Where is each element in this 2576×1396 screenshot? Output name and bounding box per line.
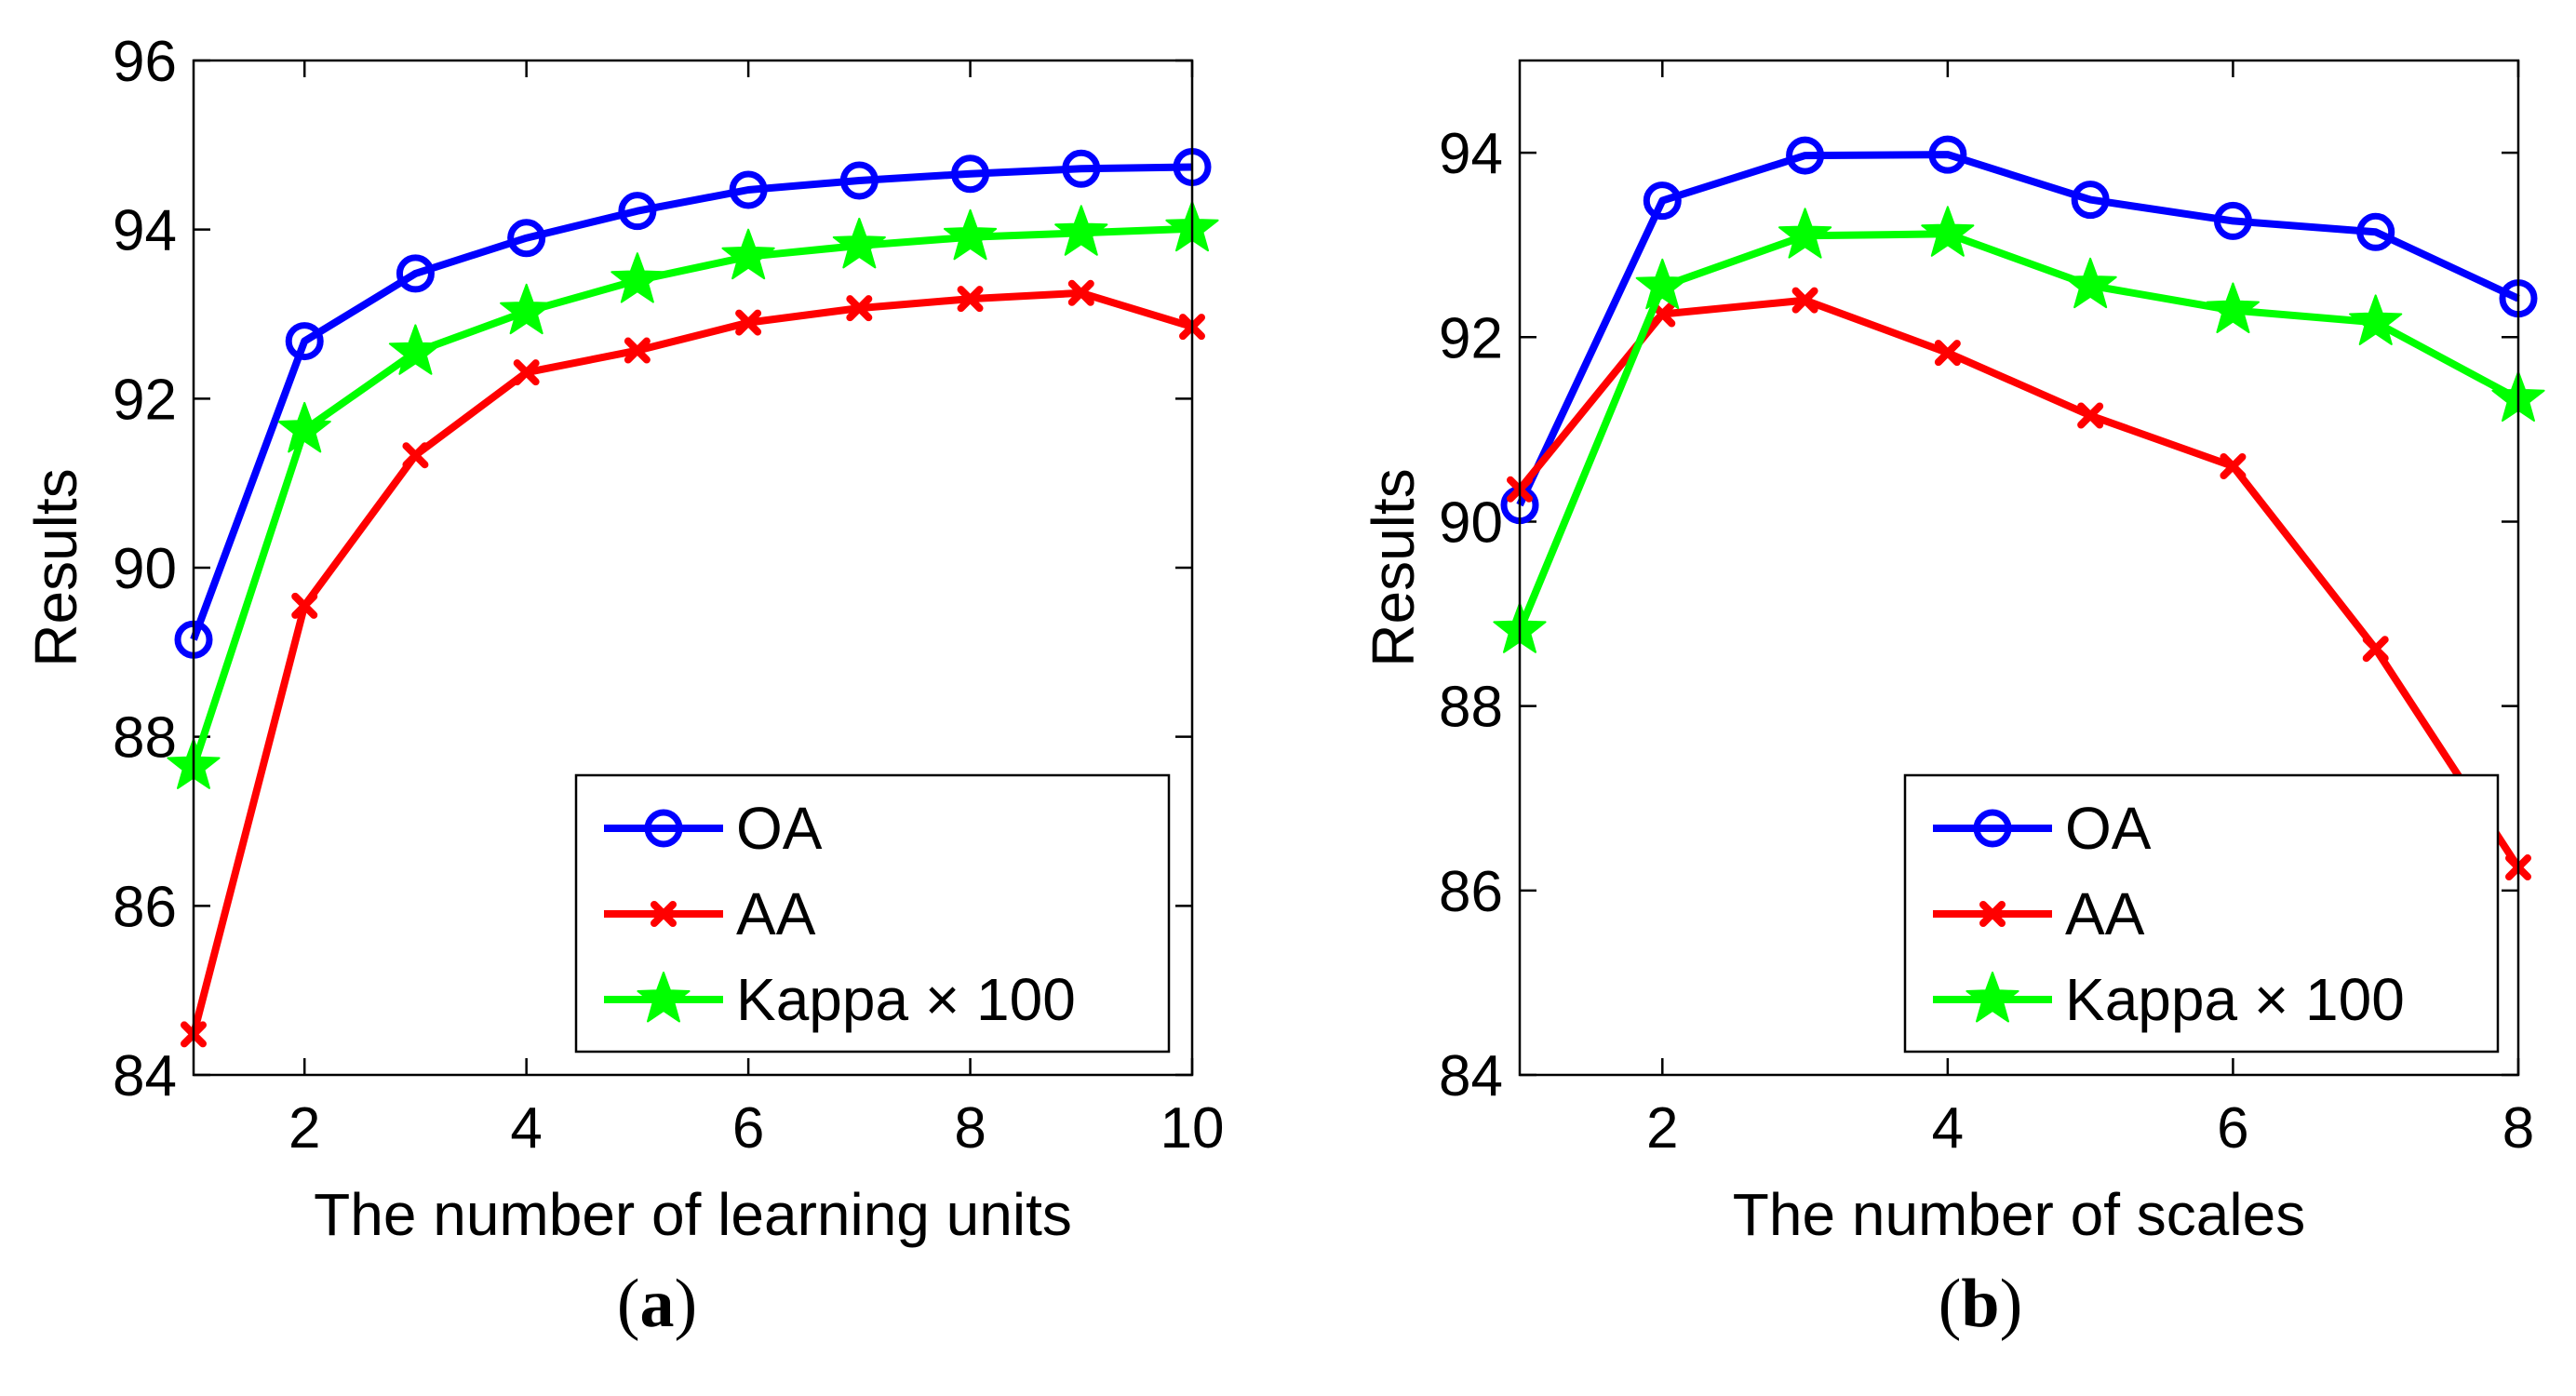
data-point-kappa-100 (721, 228, 775, 280)
y-tick-label: 86 (113, 875, 177, 939)
data-point-aa (1934, 340, 1961, 367)
data-point-oa (951, 154, 990, 194)
data-point-oa (729, 170, 768, 209)
legend: OA AA Kappa × 100 (1903, 773, 2500, 1054)
y-tick-label: 94 (113, 199, 177, 263)
series-oa (1500, 135, 2538, 525)
data-point-aa (957, 286, 984, 313)
chart-panel-a: 2 4 6 8 10 84 86 88 90 92 94 96 OA AA Kappa × 100 The n… (22, 30, 1224, 1342)
series-line-aa (190, 289, 1194, 1036)
data-point-aa (846, 295, 873, 322)
legend-label-kappa-100: Kappa × 100 (736, 966, 1076, 1033)
data-point-oa (507, 219, 546, 258)
series-line-aa (1516, 296, 2522, 870)
data-point-kappa-100 (2206, 282, 2260, 333)
x-tick-label: 6 (2217, 1096, 2248, 1161)
legend-label-oa: OA (736, 795, 823, 862)
y-axis-label: Results (1360, 468, 1427, 666)
panel-label: (a) (617, 1266, 697, 1342)
y-tick-label: 94 (1439, 122, 1503, 186)
y-axis-label: Results (22, 468, 89, 666)
y-tick-label: 90 (1439, 490, 1503, 555)
data-point-kappa-100 (832, 217, 886, 269)
y-tick-label: 88 (1439, 676, 1503, 740)
legend-label-kappa-100: Kappa × 100 (2065, 966, 2405, 1033)
legend-label-oa: OA (2065, 795, 2152, 862)
data-point-oa (1928, 135, 1967, 174)
data-point-aa (1067, 279, 1094, 306)
series-line-oa (1516, 151, 2520, 507)
data-point-oa (1643, 181, 1682, 221)
x-axis-label: The number of learning units (314, 1181, 1072, 1248)
y-tick-label: 92 (113, 368, 177, 432)
data-point-oa (618, 192, 657, 231)
data-point-kappa-100 (1921, 206, 1975, 257)
y-tick-label: 90 (113, 537, 177, 601)
y-tick-label: 84 (113, 1044, 177, 1108)
legend-label-aa: AA (2065, 880, 2145, 947)
data-point-kappa-100 (2063, 257, 2117, 309)
data-point-kappa-100 (2349, 294, 2403, 345)
data-point-aa (624, 337, 651, 364)
data-point-oa (1062, 149, 1101, 188)
legend-label-aa: AA (736, 880, 816, 947)
data-point-aa (2362, 636, 2389, 663)
legend-marker-aa (1979, 901, 2006, 927)
legend-marker-oa (1973, 809, 2012, 848)
series-aa (181, 279, 1205, 1048)
legend: OA AA Kappa × 100 (574, 773, 1171, 1054)
x-tick-label: 8 (954, 1096, 986, 1161)
data-point-oa (396, 254, 435, 293)
series-aa (1507, 287, 2531, 881)
y-tick-label: 96 (113, 30, 177, 94)
data-point-aa (513, 359, 540, 386)
chart-panel-b: 2 4 6 8 84 86 88 90 92 94 OA AA Kappa × 100 The numbe… (1360, 59, 2545, 1342)
legend-marker-oa (644, 809, 683, 848)
data-point-aa (2077, 402, 2104, 429)
y-tick-label: 92 (1439, 306, 1503, 370)
data-point-kappa-100 (1054, 205, 1108, 256)
legend-marker-kappa-100 (637, 972, 691, 1023)
axes-frame (192, 59, 1194, 1077)
axes-frame (1518, 59, 2520, 1077)
y-tick-label: 88 (113, 706, 177, 771)
x-tick-label: 2 (288, 1096, 320, 1161)
data-point-aa (291, 592, 318, 619)
y-tick-label: 84 (1439, 1044, 1503, 1108)
data-point-oa (1786, 136, 1825, 175)
data-point-kappa-100 (1635, 258, 1689, 310)
data-point-kappa-100 (388, 324, 442, 375)
x-tick-label: 4 (510, 1096, 542, 1161)
data-point-oa (839, 161, 879, 200)
data-point-oa (2356, 212, 2395, 251)
data-point-aa (1791, 287, 1818, 314)
data-point-aa (402, 442, 429, 469)
series-kappa-100 (167, 200, 1219, 789)
data-point-kappa-100 (610, 252, 664, 303)
x-tick-label: 6 (732, 1096, 764, 1161)
data-point-aa (2220, 453, 2247, 479)
data-point-kappa-100 (277, 401, 331, 453)
x-tick-label: 2 (1646, 1096, 1678, 1161)
series-line-oa (190, 163, 1193, 641)
x-tick-label: 4 (1932, 1096, 1964, 1161)
x-axis-label: The number of scales (1733, 1181, 2305, 1248)
data-point-oa (2213, 201, 2252, 240)
data-point-oa (285, 322, 324, 361)
data-point-kappa-100 (500, 283, 554, 335)
y-tick-label: 86 (1439, 860, 1503, 924)
x-tick-label: 8 (2502, 1096, 2534, 1161)
x-tick-label: 10 (1161, 1096, 1225, 1161)
data-point-oa (2071, 181, 2110, 220)
data-point-aa (735, 309, 762, 336)
legend-marker-aa (651, 901, 677, 927)
series-line-kappa-100 (190, 224, 1193, 768)
panel-label: (b) (1939, 1266, 2022, 1342)
data-point-kappa-100 (1778, 208, 1832, 259)
legend-marker-kappa-100 (1966, 972, 2019, 1023)
data-point-kappa-100 (944, 208, 998, 261)
